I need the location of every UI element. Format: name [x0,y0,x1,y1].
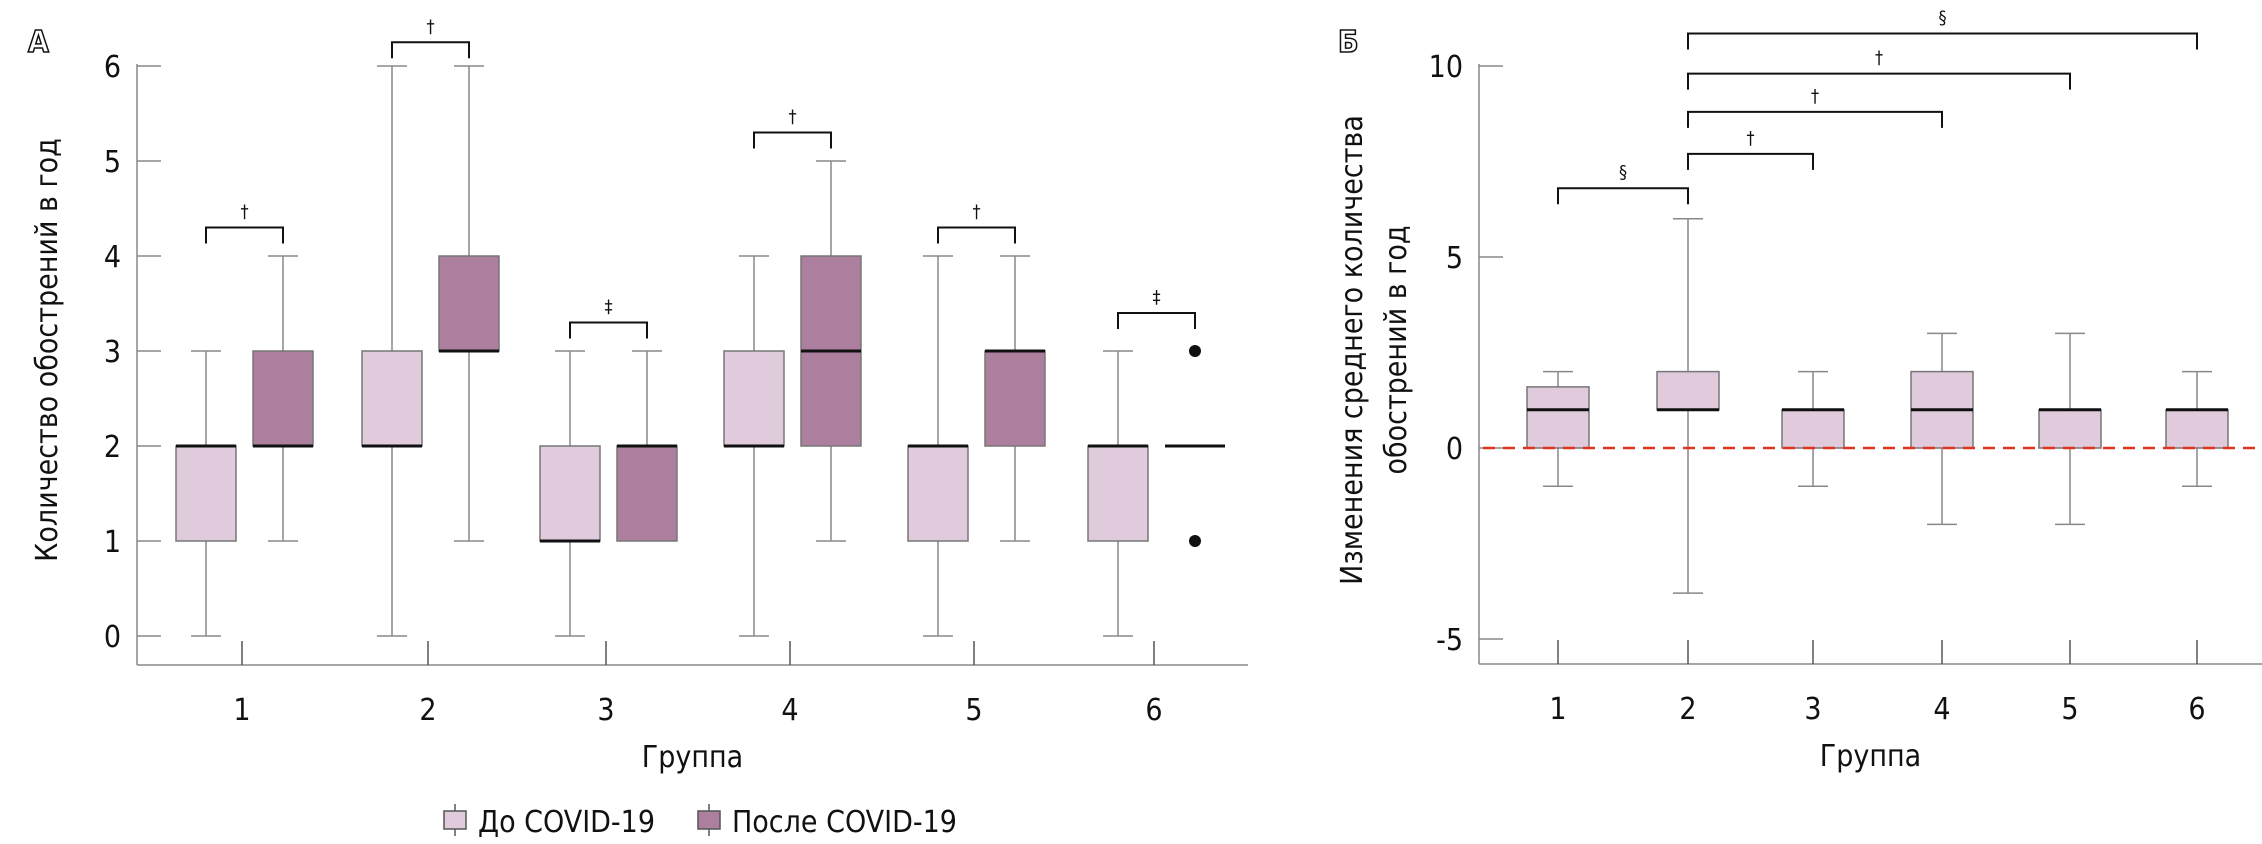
significance-group-6-bracket [1117,312,1196,329]
panel-b: Б -5 0 5 10 1 2 3 4 5 6 Группа Изменения среднего ко… [1335,8,2262,774]
y-tick-label: 6 [104,50,121,85]
y-tick-label: 0 [1446,432,1463,467]
box-group-6-box [2165,409,2229,449]
y-tick-label: 5 [1446,241,1463,276]
significance-2-3-mark: † [1746,128,1754,149]
x-tick-label: 2 [419,693,436,728]
x-tick-label: 6 [1145,693,1162,728]
legend: До COVID-19 После COVID-19 [443,804,957,840]
pre-box-group-6-box [1087,445,1149,542]
pre-box-group-5-box [907,445,969,542]
significance-group-4-bracket [753,131,832,149]
significance-group-5-mark: † [972,202,980,223]
significance-2-4-bracket [1687,110,1943,128]
significance-group-2-mark: † [426,16,434,37]
panel-label: Б [1338,25,1359,60]
post-box-group-6-outlier [1189,345,1201,357]
significance-group-3-mark: ‡ [604,297,612,318]
post-box-group-3-box [616,445,678,542]
significance-2-6-bracket [1687,32,2198,50]
x-tick-label: 1 [233,693,250,728]
significance-group-2-bracket [391,41,470,59]
box-group-3-box [1781,409,1845,449]
box-group-5-box [2038,409,2102,449]
y-axis-label: Количество обострений в год [30,138,65,562]
pre-box-group-4-box [723,350,785,447]
x-tick-label: 3 [1804,692,1821,727]
pre-box-group-2-box [361,350,423,447]
significance-1-2-mark: § [1619,162,1627,183]
pre-box-group-1-box [175,445,237,542]
x-tick-label: 5 [965,693,982,728]
significance-2-4-mark: † [1811,86,1819,107]
significance-group-6-mark: ‡ [1152,287,1160,308]
x-axis-label: Группа [642,740,743,775]
y-tick-label: -5 [1436,623,1463,658]
significance-1-2-bracket [1557,187,1689,205]
significance-group-4-mark: † [788,107,796,128]
y-tick-label: 10 [1429,50,1463,85]
x-tick-label: 3 [597,693,614,728]
x-tick-label: 4 [781,693,798,728]
significance-2-6-mark: § [1938,8,1946,29]
legend-swatch-icon [443,810,467,830]
post-box-group-1-box [252,350,314,447]
significance-group-5-bracket [937,226,1016,244]
significance-2-3-bracket [1687,152,1814,170]
y-axis-label-line: обострений в год [1379,225,1414,474]
significance-group-1-bracket [205,226,284,244]
post-box-group-5-box [984,350,1046,447]
y-tick-label: 1 [104,525,121,560]
legend-label: После COVID-19 [732,805,957,840]
x-tick-label: 6 [2188,692,2205,727]
significance-2-5-bracket [1687,72,2071,90]
box-group-1-box [1526,386,1590,449]
y-tick-label: 2 [104,430,121,465]
y-axis-label-line: Изменения среднего количества [1335,115,1370,585]
box-group-2-box [1656,370,1720,411]
x-tick-label: 1 [1549,692,1566,727]
x-tick-label: 4 [1933,692,1950,727]
x-tick-label: 2 [1679,692,1696,727]
post-box-group-6-outlier [1189,535,1201,547]
legend-label: До COVID-19 [478,805,655,840]
legend-swatch-icon [697,810,721,830]
pre-box-group-3-box [539,445,601,542]
panel-a: А 0 1 2 3 4 5 6 1 2 3 4 5 6 Группа Количество обострени… [27,16,1248,775]
significance-group-1-mark: † [240,202,248,223]
x-axis-label: Группа [1820,739,1921,774]
y-tick-label: 4 [104,240,121,275]
y-tick-label: 3 [104,335,121,370]
y-tick-label: 5 [104,145,121,180]
significance-group-3-bracket [569,321,648,339]
y-axis-label: Изменения среднего количества обострений … [1335,115,1414,585]
significance-2-5-mark: † [1875,48,1883,69]
y-tick-label: 0 [104,620,121,655]
post-box-group-2-box [438,255,500,352]
x-tick-label: 5 [2061,692,2078,727]
panel-label: А [28,25,49,60]
